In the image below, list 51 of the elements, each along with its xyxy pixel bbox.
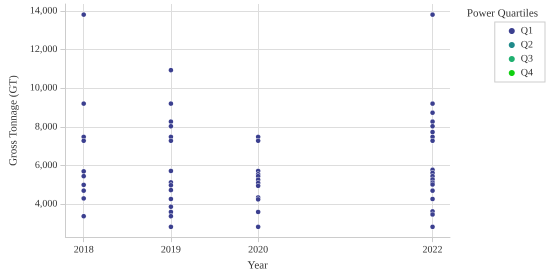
- y-tick-label: 4,000: [34, 198, 58, 210]
- x-tick-label: 2019: [160, 244, 181, 256]
- point: [430, 124, 436, 130]
- point: [430, 12, 436, 18]
- point: [80, 196, 86, 202]
- point: [255, 209, 261, 215]
- point: [168, 124, 174, 130]
- y-tick-label: 10,000: [30, 82, 58, 94]
- x-axis-title: Year: [248, 260, 268, 272]
- legend-label: Q3: [520, 54, 534, 64]
- point: [168, 168, 174, 174]
- point: [255, 183, 261, 189]
- point: [430, 224, 436, 230]
- legend-label: Q1: [520, 26, 534, 36]
- x-tick-label: 2022: [422, 244, 443, 256]
- point: [168, 100, 174, 106]
- point: [168, 196, 174, 202]
- point: [168, 187, 174, 193]
- point: [80, 12, 86, 18]
- point: [430, 196, 436, 202]
- legend-title: Power Quartiles: [466, 8, 538, 20]
- x-tick-label: 2020: [248, 244, 268, 256]
- y-tick-label: 14,000: [30, 5, 58, 16]
- y-tick-label: 12,000: [30, 44, 58, 55]
- point: [430, 138, 436, 144]
- point: [80, 213, 86, 219]
- y-tick-label: 8,000: [34, 121, 58, 132]
- point: [430, 188, 436, 194]
- y-axis-title: Gross Tonnage (GT): [8, 74, 20, 166]
- point: [80, 188, 86, 194]
- point: [168, 138, 174, 144]
- point: [168, 224, 174, 230]
- point: [168, 118, 174, 124]
- point: [255, 224, 261, 230]
- point: [168, 204, 174, 210]
- legend-label: Q2: [520, 40, 534, 50]
- point: [430, 118, 436, 124]
- point: [168, 67, 174, 73]
- point: [430, 212, 436, 218]
- point: [80, 182, 86, 188]
- point: [168, 213, 174, 219]
- point: [80, 173, 86, 179]
- x-tick-label: 2018: [74, 244, 94, 256]
- y-tick-label: 6,000: [34, 160, 58, 172]
- point: [430, 129, 436, 135]
- legend-label: Q4: [520, 68, 534, 78]
- point: [80, 100, 86, 106]
- point: [430, 100, 436, 106]
- point: [255, 138, 261, 144]
- point: [430, 110, 436, 116]
- point: [80, 138, 86, 144]
